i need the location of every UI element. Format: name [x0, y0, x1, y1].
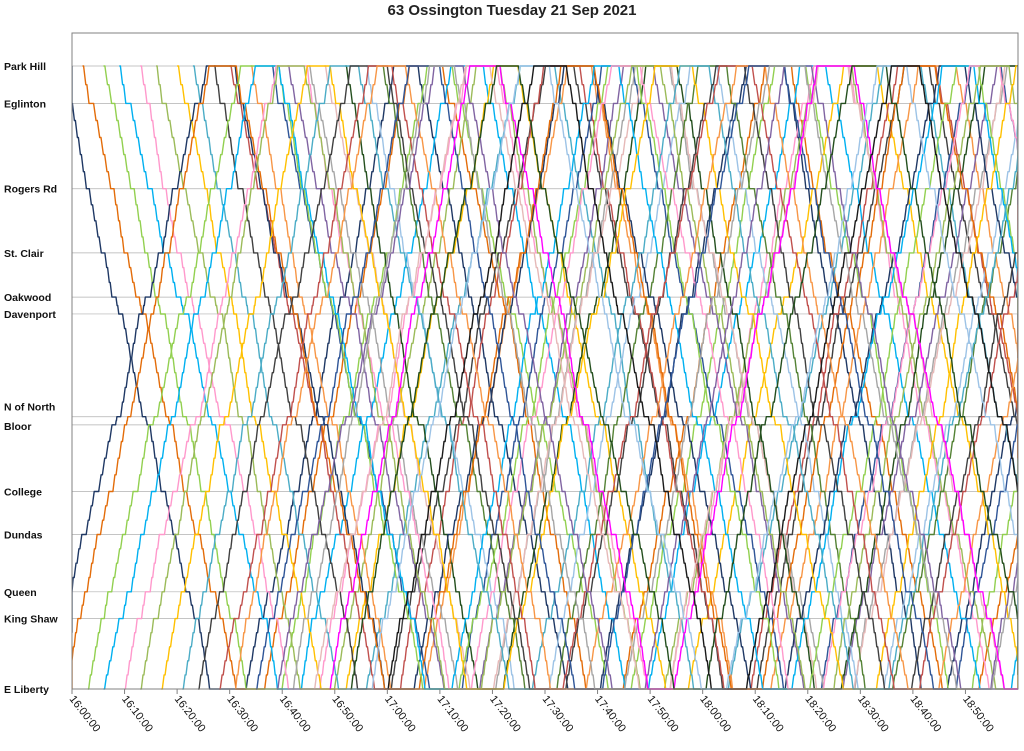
stop-label: N of North	[4, 402, 55, 414]
chart-title: 63 Ossington Tuesday 21 Sep 2021	[387, 2, 637, 19]
x-tick-label: 17:10:00	[435, 693, 471, 734]
x-tick-label: 18:50:00	[960, 693, 996, 734]
vehicle-trace	[229, 65, 1018, 690]
stop-label: St. Clair	[4, 248, 44, 260]
x-tick-label: 16:00:00	[67, 693, 103, 734]
vehicle-trace	[292, 65, 1018, 690]
x-tick-label: 16:10:00	[119, 693, 155, 734]
label-layer: Park Hill Eglinton Rogers Rd St. Clair Oakwo…	[4, 61, 996, 735]
stop-label: Davenport	[4, 309, 56, 321]
x-tick-label: 18:30:00	[855, 693, 891, 734]
stop-label: Bloor	[4, 421, 31, 433]
stop-label: Queen	[4, 587, 37, 599]
vehicle-trace	[124, 65, 1018, 690]
vehicle-trace	[382, 65, 1018, 690]
x-tick-label: 17:20:00	[487, 693, 523, 734]
stop-label: E Liberty	[4, 684, 49, 696]
x-tick-label: 17:30:00	[540, 693, 576, 734]
vehicle-trace	[182, 65, 1018, 690]
vehicle-trace	[72, 65, 1018, 690]
vehicle-trace	[277, 65, 1018, 690]
vehicle-trace	[387, 65, 1018, 690]
x-tick-label: 17:40:00	[592, 693, 628, 734]
x-tick-label: 16:20:00	[172, 693, 208, 734]
x-tick-label: 18:40:00	[908, 693, 944, 734]
x-tick-label: 17:00:00	[382, 693, 418, 734]
stop-label: King Shaw	[4, 614, 59, 626]
x-tick-label: 18:00:00	[697, 693, 733, 734]
x-tick-label: 18:20:00	[802, 693, 838, 734]
vehicle-trace	[72, 65, 1018, 690]
vehicle-trace	[161, 65, 1017, 690]
vehicle-trace	[140, 65, 1018, 690]
x-tick-label: 16:30:00	[224, 693, 260, 734]
vehicle-trace	[371, 65, 1018, 690]
stop-label: Oakwood	[4, 292, 51, 304]
x-tick-label: 18:10:00	[750, 693, 786, 734]
plot-frame	[71, 32, 1019, 690]
vehicle-trace	[87, 65, 1018, 690]
stop-label: Eglinton	[4, 98, 46, 110]
vehicle-trace	[103, 65, 1018, 690]
series-layer	[72, 65, 1018, 690]
x-tick-label: 16:50:00	[329, 693, 365, 734]
vehicle-trace	[103, 65, 1018, 690]
x-tick-label: 17:50:00	[645, 693, 681, 734]
stop-label: Dundas	[4, 529, 43, 541]
vehicle-trace	[350, 65, 1018, 690]
vehicle-trace	[255, 65, 1018, 690]
stop-label: Park Hill	[4, 61, 46, 73]
stop-label: College	[4, 487, 42, 499]
vehicle-trace	[219, 65, 1018, 690]
vehicle-trace	[82, 65, 1018, 690]
axis-layer	[71, 32, 1019, 694]
x-tick-label: 16:40:00	[277, 693, 313, 734]
vehicle-trace	[234, 65, 1018, 690]
stop-label: Rogers Rd	[4, 184, 57, 196]
